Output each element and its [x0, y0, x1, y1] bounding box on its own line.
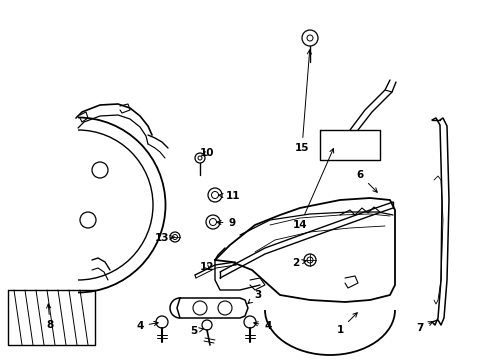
Text: 15: 15: [294, 50, 311, 153]
Text: 8: 8: [46, 304, 54, 330]
Text: 14: 14: [292, 149, 333, 230]
Text: 3: 3: [247, 290, 261, 303]
Text: 4: 4: [136, 321, 158, 331]
Text: 12: 12: [199, 262, 214, 272]
Text: 10: 10: [199, 148, 214, 158]
Text: 9: 9: [216, 218, 235, 228]
Text: 4: 4: [253, 321, 271, 331]
Text: 5: 5: [190, 326, 203, 336]
Text: 13: 13: [154, 233, 174, 243]
Text: 2: 2: [292, 258, 305, 268]
Text: 7: 7: [415, 322, 432, 333]
Text: 1: 1: [336, 313, 357, 335]
Text: 11: 11: [219, 191, 240, 201]
Text: 6: 6: [356, 170, 377, 192]
